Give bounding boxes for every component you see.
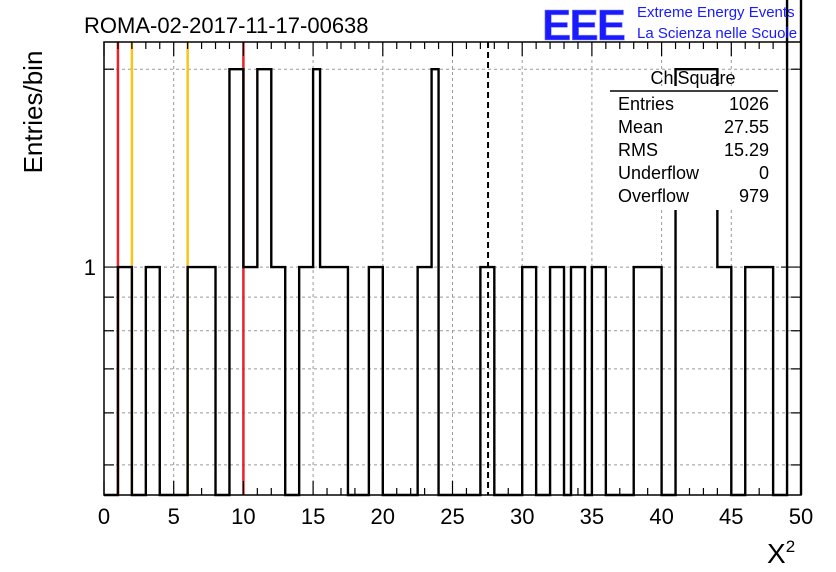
x-tick-label: 5	[168, 504, 180, 529]
y-tick-label: 1	[84, 255, 96, 280]
stats-row-value: 27.55	[724, 117, 769, 137]
stats-box-rows: Entries 1026 Mean 27.55 RMS 15.29 Underflow 0 Ov…	[618, 94, 769, 206]
x-tick-label: 50	[789, 504, 813, 529]
x-axis-label: X2	[767, 537, 795, 569]
stats-row-label: Entries	[618, 94, 674, 114]
stats-row-value: 0	[759, 163, 769, 183]
chart-title: ROMA-02-2017-11-17-00638	[84, 13, 369, 38]
y-tick-labels: 1	[84, 255, 96, 280]
eee-logo: EEE Extreme Energy Events La Scienza nel…	[542, 1, 797, 51]
stats-row-label: Underflow	[618, 163, 700, 183]
x-tick-label: 35	[580, 504, 604, 529]
grid-lines	[103, 42, 802, 495]
x-tick-label: 25	[440, 504, 464, 529]
stats-row-value: 1026	[729, 94, 769, 114]
x-tick-label: 30	[510, 504, 534, 529]
eee-logo-line1: Extreme Energy Events	[637, 4, 795, 21]
stats-row-label: Overflow	[618, 186, 690, 206]
stats-row-label: Mean	[618, 117, 663, 137]
stats-row-value: 979	[739, 186, 769, 206]
stats-row-label: RMS	[618, 140, 658, 160]
eee-logo-mark: EEE	[542, 1, 625, 50]
stats-box: ChiSquare Entries 1026 Mean 27.55 RMS 15.29 Un…	[610, 68, 780, 210]
x-tick-label: 20	[371, 504, 395, 529]
x-tick-labels: 0 5 10 15 20 25 30 35 40 45 50	[98, 504, 813, 529]
stats-row-value: 15.29	[724, 140, 769, 160]
reference-lines	[116, 42, 245, 495]
stats-box-background	[610, 86, 780, 210]
x-tick-label: 0	[98, 504, 110, 529]
x-tick-label: 10	[231, 504, 255, 529]
axis-ticks	[103, 42, 802, 495]
eee-logo-line2: La Scienza nelle Scuole	[637, 25, 797, 42]
stats-box-title: ChiSquare	[650, 68, 735, 88]
y-axis-label: Entries/bin	[18, 51, 48, 174]
x-tick-label: 40	[649, 504, 673, 529]
x-tick-label: 45	[719, 504, 743, 529]
x-tick-label: 15	[301, 504, 325, 529]
